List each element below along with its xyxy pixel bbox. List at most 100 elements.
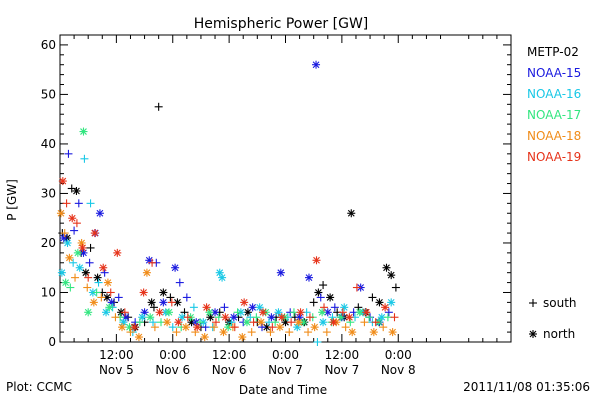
plot-credit: Plot: CCMC	[6, 380, 72, 394]
data-point-north	[221, 313, 230, 322]
data-point-south	[114, 293, 123, 302]
data-point-south	[135, 318, 144, 327]
data-point-north	[103, 278, 112, 287]
data-point-south	[210, 323, 219, 332]
data-point-north	[326, 293, 335, 302]
data-point-north	[240, 298, 249, 307]
data-point-north	[329, 318, 338, 327]
data-point-south	[92, 288, 101, 297]
data-point-south	[80, 154, 89, 163]
data-point-north	[102, 308, 111, 317]
y-tick-label: 30	[41, 186, 56, 200]
x-tick-date-label: Nov 6	[155, 363, 190, 377]
data-point-south	[64, 149, 73, 158]
data-point-north	[340, 303, 349, 312]
data-point-north	[318, 308, 327, 317]
data-point-north	[293, 323, 302, 332]
y-axis-label: P [GW]	[5, 179, 19, 221]
data-point-south	[220, 303, 229, 312]
data-point-north	[319, 318, 328, 327]
data-point-north	[171, 263, 180, 272]
data-point-south	[287, 318, 296, 327]
y-tick-label: 60	[41, 38, 56, 52]
series-noaa-19	[58, 177, 399, 332]
x-tick-time-label: 12:00	[325, 348, 360, 362]
data-point-north	[155, 308, 164, 317]
data-point-south	[126, 328, 135, 337]
data-point-north	[258, 308, 267, 317]
data-point-south	[230, 323, 239, 332]
y-tick-label: 50	[41, 87, 56, 101]
data-point-north	[57, 268, 66, 277]
data-point-south	[100, 268, 109, 277]
data-point-north	[375, 298, 384, 307]
data-point-south	[268, 323, 277, 332]
data-point-south	[111, 313, 120, 322]
legend-entry: NOAA-16	[527, 87, 581, 101]
data-point-north	[323, 308, 332, 317]
x-tick-date-label: Nov 5	[99, 363, 134, 377]
data-point-north	[348, 328, 357, 337]
data-point-north	[118, 323, 127, 332]
data-point-north	[63, 238, 72, 247]
x-tick-time-label: 0:00	[159, 348, 186, 362]
data-point-north	[181, 323, 190, 332]
data-point-south	[322, 328, 331, 337]
data-point-south	[227, 318, 236, 327]
plot-frame	[59, 34, 512, 343]
data-point-south	[60, 229, 69, 238]
data-point-south	[338, 308, 347, 317]
data-point-north	[130, 323, 139, 332]
x-tick-time-label: 0:00	[272, 348, 299, 362]
data-point-north	[276, 268, 285, 277]
data-point-south	[97, 293, 106, 302]
data-point-north	[294, 318, 303, 327]
data-point-south	[85, 258, 94, 267]
data-point-south	[71, 273, 80, 282]
data-point-south	[66, 283, 75, 292]
y-tick-label: 10	[41, 285, 56, 299]
data-point-north	[159, 298, 168, 307]
marker-legend: south north	[529, 296, 577, 341]
data-point-north	[312, 60, 321, 69]
data-point-south	[354, 303, 363, 312]
series-noaa-15	[59, 60, 393, 332]
data-point-north	[58, 177, 67, 186]
data-point-south	[189, 303, 198, 312]
data-point-south	[247, 328, 256, 337]
data-point-north	[362, 308, 371, 317]
data-point-north	[119, 318, 128, 327]
data-point-south	[106, 288, 115, 297]
data-point-north	[310, 323, 319, 332]
marker-legend-label: south	[543, 296, 577, 310]
data-point-north	[95, 209, 104, 218]
data-point-south	[120, 308, 129, 317]
data-point-north	[164, 308, 173, 317]
data-point-north	[202, 303, 211, 312]
data-point-south	[316, 293, 325, 302]
data-point-north	[274, 308, 283, 317]
data-point-south	[379, 323, 388, 332]
data-point-north	[312, 256, 321, 265]
data-point-north	[345, 313, 354, 322]
data-point-south	[74, 199, 83, 208]
data-point-south	[70, 226, 79, 235]
legend-entry: NOAA-17	[527, 108, 581, 122]
data-point-south	[346, 318, 355, 327]
data-point-north	[257, 318, 266, 327]
data-point-south	[233, 308, 242, 317]
data-point-north	[89, 298, 98, 307]
data-point-south	[94, 278, 103, 287]
x-tick-date-label: Nov 7	[268, 363, 303, 377]
y-tick-label: 40	[41, 137, 56, 151]
data-point-south	[62, 199, 71, 208]
data-point-south	[305, 313, 314, 322]
legend-entry: NOAA-19	[527, 150, 581, 164]
data-point-north	[146, 313, 155, 322]
data-point-north	[173, 298, 182, 307]
data-point-south	[83, 283, 92, 292]
y-tick-label: 0	[48, 335, 56, 349]
data-point-south	[167, 298, 176, 307]
